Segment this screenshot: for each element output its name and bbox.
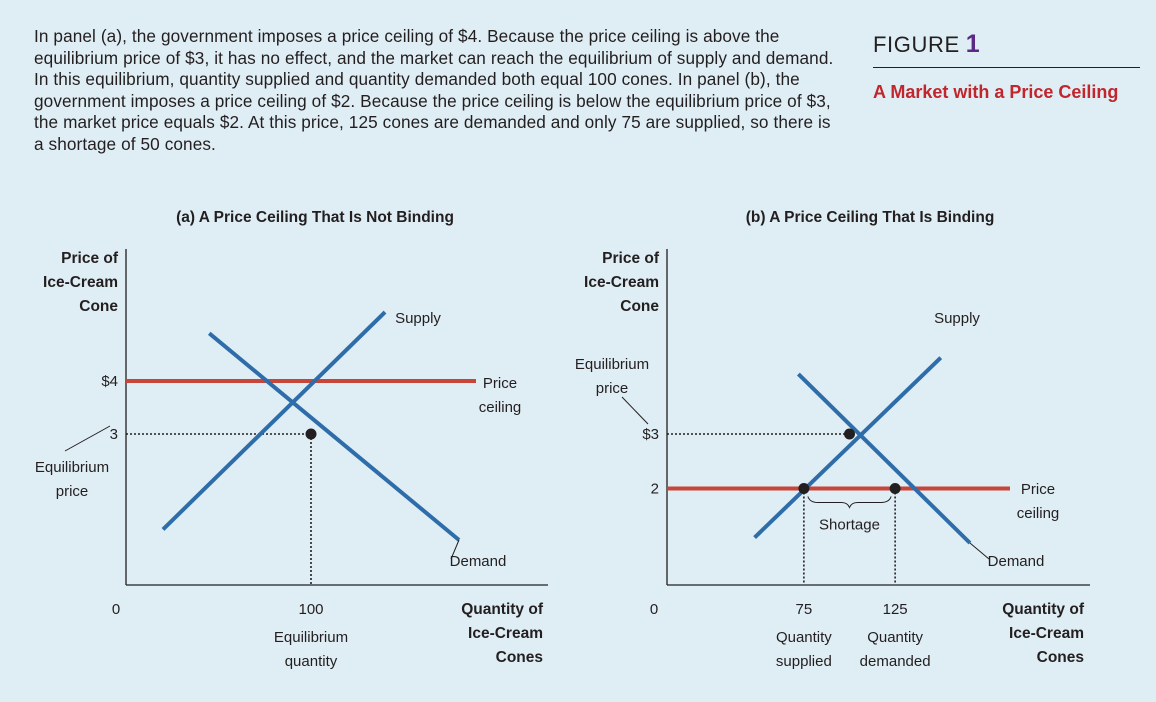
annotation-leader — [64, 425, 111, 452]
demand-label-leader — [969, 542, 990, 560]
equilibrium-point — [305, 428, 317, 440]
x-tick-label: 125 — [883, 601, 908, 618]
price-ceiling-label: Price — [1021, 481, 1055, 498]
shortage-brace — [807, 496, 892, 509]
supply-curve — [753, 356, 943, 539]
demand-curve — [796, 372, 972, 545]
y-axis-label: Cone — [79, 298, 118, 315]
shortage-label: Shortage — [819, 517, 880, 534]
y-axis-label: Price of — [61, 250, 119, 267]
panel-title: (b) A Price Ceiling That Is Binding — [746, 209, 995, 226]
figure-label: FIGURE 1 — [873, 30, 980, 59]
x-tick-label: 100 — [298, 601, 323, 618]
equilibrium-price-annotation: Equilibrium — [35, 459, 109, 476]
quantity-supplied-point — [798, 483, 810, 494]
figure-divider — [873, 67, 1140, 68]
y-tick-label: $4 — [101, 373, 118, 390]
supply-curve — [161, 310, 387, 531]
x-axis-label: Quantity of — [1002, 601, 1085, 618]
y-axis-label: Price of — [602, 250, 660, 267]
panel-title: (a) A Price Ceiling That Is Not Binding — [176, 209, 454, 226]
demand-label: Demand — [450, 553, 507, 570]
x-axis-label: Ice-Cream — [1009, 625, 1084, 642]
y-tick-label: 3 — [110, 426, 118, 443]
demand-label: Demand — [988, 553, 1045, 570]
y-axis-label: Ice-Cream — [584, 274, 659, 291]
equilibrium-point — [844, 428, 855, 440]
demand-label-leader — [450, 539, 460, 560]
supply-label: Supply — [934, 310, 980, 327]
quantity-demanded-point — [889, 483, 901, 494]
figure-label-text: FIGURE — [873, 32, 960, 57]
x-axis-label: Cones — [496, 649, 543, 666]
figure-title: A Market with a Price Ceiling — [873, 82, 1119, 102]
origin-label: 0 — [650, 601, 658, 618]
y-axis-label: Cone — [620, 298, 659, 315]
x-tick-note: Quantity — [867, 629, 923, 646]
x-tick-note: demanded — [860, 653, 931, 670]
y-tick-label: $3 — [642, 426, 659, 443]
x-tick-note: Equilibrium — [274, 629, 348, 646]
x-axis-label: Quantity of — [461, 601, 544, 618]
x-tick-note: Quantity — [776, 629, 832, 646]
y-tick-label: 2 — [651, 481, 659, 498]
supply-label: Supply — [395, 310, 441, 327]
equilibrium-price-annotation: Equilibrium — [575, 356, 649, 373]
figure-caption: In panel (a), the government imposes a p… — [34, 26, 834, 154]
x-tick-label: 75 — [796, 601, 813, 618]
figure-number: 1 — [965, 30, 981, 58]
annotation-leader — [621, 396, 649, 425]
equilibrium-price-annotation: price — [56, 483, 89, 500]
origin-label: 0 — [112, 601, 120, 618]
price-ceiling-label: Price — [483, 375, 517, 392]
x-tick-note: quantity — [285, 653, 338, 670]
x-tick-note: supplied — [776, 653, 832, 670]
price-ceiling-label: ceiling — [1017, 505, 1060, 522]
equilibrium-price-annotation: price — [596, 380, 629, 397]
price-ceiling-label: ceiling — [479, 399, 522, 416]
y-axis-label: Ice-Cream — [43, 274, 118, 291]
x-axis-label: Cones — [1037, 649, 1084, 666]
x-axis-label: Ice-Cream — [468, 625, 543, 642]
demand-curve — [207, 331, 461, 542]
